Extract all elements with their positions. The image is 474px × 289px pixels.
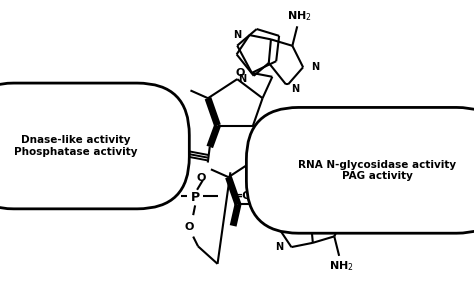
Text: N: N (280, 199, 288, 208)
Text: N: N (353, 210, 361, 220)
Text: NH$_2$: NH$_2$ (287, 10, 311, 23)
Text: N: N (234, 30, 242, 40)
Text: Dnase-like activity
Phosphatase activity: Dnase-like activity Phosphatase activity (14, 135, 137, 157)
Text: N: N (275, 242, 283, 252)
Text: NH$_2$: NH$_2$ (329, 259, 354, 273)
Text: O: O (258, 147, 267, 157)
Text: N: N (333, 188, 341, 198)
Text: HO: HO (143, 191, 162, 201)
Text: O: O (236, 68, 245, 78)
Text: O: O (196, 173, 206, 183)
Text: N: N (238, 74, 246, 84)
Text: =O: =O (234, 191, 253, 201)
Text: N: N (311, 62, 319, 72)
Text: P: P (191, 191, 200, 204)
Text: RNA N-glycosidase activity
PAG activity: RNA N-glycosidase activity PAG activity (299, 160, 456, 181)
Text: O: O (184, 222, 194, 232)
Text: N: N (291, 84, 299, 94)
